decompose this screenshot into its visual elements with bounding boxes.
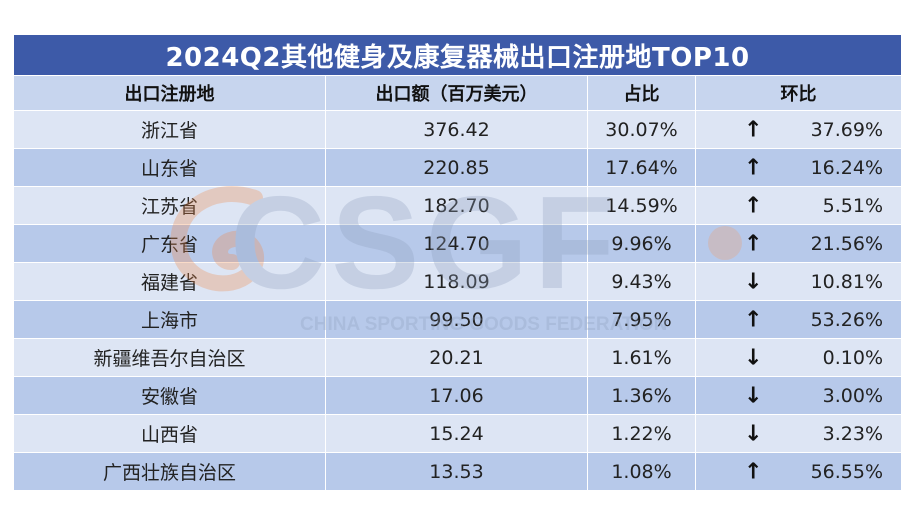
cell-amount: 376.42 xyxy=(325,110,588,149)
cell-mom: ↑ 21.56% xyxy=(694,224,903,263)
cell-amount: 124.70 xyxy=(325,224,588,263)
cell-mom: ↑ 53.26% xyxy=(694,300,903,339)
arrow-down-icon: ↓ xyxy=(744,421,763,446)
cell-region: 上海市 xyxy=(13,300,326,339)
cell-region: 广西壮族自治区 xyxy=(13,452,326,491)
header-mom: 环比 xyxy=(694,75,903,111)
cell-share: 1.22% xyxy=(587,414,696,453)
cell-share: 1.36% xyxy=(587,376,696,415)
header-row: 出口注册地 出口额（百万美元） 占比 环比 xyxy=(13,75,903,111)
cell-amount: 13.53 xyxy=(325,452,588,491)
table-title: 2024Q2其他健身及康复器械出口注册地TOP10 xyxy=(12,34,903,76)
arrow-down-icon: ↓ xyxy=(744,345,763,370)
table-row: 浙江省 376.42 30.07% ↑ 37.69% xyxy=(13,110,903,149)
arrow-down-icon: ↓ xyxy=(744,383,763,408)
cell-region: 福建省 xyxy=(13,262,326,301)
cell-share: 30.07% xyxy=(587,110,696,149)
cell-region: 山东省 xyxy=(13,148,326,187)
cell-amount: 20.21 xyxy=(325,338,588,377)
cell-region: 广东省 xyxy=(13,224,326,263)
header-amount: 出口额（百万美元） xyxy=(325,75,588,111)
cell-mom: ↓ 0.10% xyxy=(694,338,903,377)
cell-mom: ↑ 37.69% xyxy=(694,110,903,149)
arrow-up-icon: ↑ xyxy=(744,307,763,332)
table-row: 上海市 99.50 7.95% ↑ 53.26% xyxy=(13,300,903,339)
mom-value: 53.26% xyxy=(810,308,884,331)
table-row: 广西壮族自治区 13.53 1.08% ↑ 56.55% xyxy=(13,452,903,491)
mom-value: 3.23% xyxy=(822,422,884,445)
arrow-up-icon: ↑ xyxy=(744,193,763,218)
cell-amount: 15.24 xyxy=(325,414,588,453)
cell-region: 浙江省 xyxy=(13,110,326,149)
cell-share: 1.08% xyxy=(587,452,696,491)
cell-share: 14.59% xyxy=(587,186,696,225)
table-row: 新疆维吾尔自治区 20.21 1.61% ↓ 0.10% xyxy=(13,338,903,377)
mom-value: 56.55% xyxy=(810,460,884,483)
header-region: 出口注册地 xyxy=(13,75,326,111)
mom-value: 37.69% xyxy=(810,118,884,141)
cell-region: 安徽省 xyxy=(13,376,326,415)
table-row: 江苏省 182.70 14.59% ↑ 5.51% xyxy=(13,186,903,225)
cell-amount: 220.85 xyxy=(325,148,588,187)
cell-mom: ↓ 10.81% xyxy=(694,262,903,301)
cell-share: 9.96% xyxy=(587,224,696,263)
table-row: 安徽省 17.06 1.36% ↓ 3.00% xyxy=(13,376,903,415)
cell-mom: ↑ 5.51% xyxy=(694,186,903,225)
cell-share: 9.43% xyxy=(587,262,696,301)
cell-share: 17.64% xyxy=(587,148,696,187)
mom-value: 16.24% xyxy=(810,156,884,179)
cell-region: 新疆维吾尔自治区 xyxy=(13,338,326,377)
cell-amount: 182.70 xyxy=(325,186,588,225)
cell-mom: ↑ 16.24% xyxy=(694,148,903,187)
table-body: 浙江省 376.42 30.07% ↑ 37.69% 山东省 220.85 17.64% ↑ 16… xyxy=(13,110,903,491)
cell-share: 1.61% xyxy=(587,338,696,377)
cell-region: 山西省 xyxy=(13,414,326,453)
arrow-up-icon: ↑ xyxy=(744,155,763,180)
cell-mom: ↓ 3.23% xyxy=(694,414,903,453)
table-row: 山西省 15.24 1.22% ↓ 3.23% xyxy=(13,414,903,453)
arrow-up-icon: ↑ xyxy=(744,231,763,256)
mom-value: 3.00% xyxy=(822,384,884,407)
export-table: 2024Q2其他健身及康复器械出口注册地TOP10 出口注册地 出口额（百万美元… xyxy=(12,34,903,491)
cell-amount: 17.06 xyxy=(325,376,588,415)
table-row: 广东省 124.70 9.96% ↑ 21.56% xyxy=(13,224,903,263)
arrow-up-icon: ↑ xyxy=(744,117,763,142)
cell-region: 江苏省 xyxy=(13,186,326,225)
mom-value: 10.81% xyxy=(810,270,884,293)
cell-mom: ↓ 3.00% xyxy=(694,376,903,415)
cell-amount: 99.50 xyxy=(325,300,588,339)
cell-mom: ↑ 56.55% xyxy=(694,452,903,491)
arrow-up-icon: ↑ xyxy=(744,459,763,484)
table-row: 山东省 220.85 17.64% ↑ 16.24% xyxy=(13,148,903,187)
cell-share: 7.95% xyxy=(587,300,696,339)
mom-value: 21.56% xyxy=(810,232,884,255)
mom-value: 0.10% xyxy=(822,346,884,369)
arrow-down-icon: ↓ xyxy=(744,269,763,294)
header-share: 占比 xyxy=(587,75,696,111)
cell-amount: 118.09 xyxy=(325,262,588,301)
table-row: 福建省 118.09 9.43% ↓ 10.81% xyxy=(13,262,903,301)
mom-value: 5.51% xyxy=(822,194,884,217)
